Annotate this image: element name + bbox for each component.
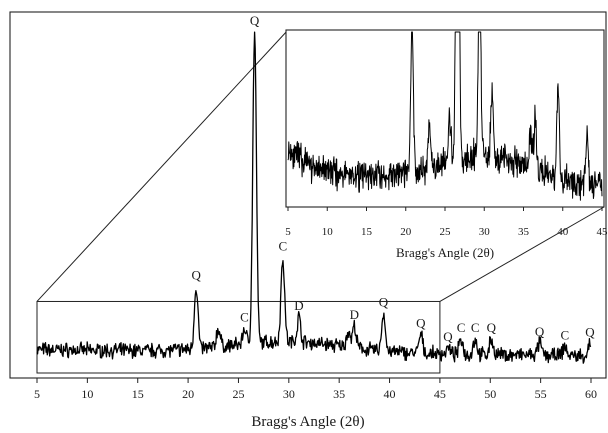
main-x-tick-label: 35 — [333, 387, 345, 401]
peak-label: D — [350, 307, 359, 322]
peak-label: C — [278, 239, 287, 254]
peak-label: Q — [487, 320, 497, 335]
main-x-tick-label: 40 — [384, 387, 396, 401]
inset-x-tick-label: 20 — [400, 226, 412, 238]
inset-x-tick-label: 5 — [285, 226, 291, 238]
inset-x-tick-label: 15 — [361, 226, 373, 238]
peak-label: Q — [535, 324, 545, 339]
main-x-axis-title: Bragg's Angle (2θ) — [251, 414, 364, 430]
zoom-region-box — [36, 300, 441, 374]
peak-label: Q — [443, 329, 453, 344]
main-x-tick-label: 15 — [132, 387, 144, 401]
inset-x-tick-labels: 5 10 15 20 25 30 35 40 45 — [285, 226, 608, 238]
main-x-tick-label: 50 — [484, 387, 496, 401]
main-x-tick-label: 5 — [34, 387, 40, 401]
peak-label: D — [294, 298, 303, 313]
main-x-tick-label: 20 — [182, 387, 194, 401]
main-x-tick-label: 60 — [585, 387, 597, 401]
inset-x-tick-label: 35 — [518, 226, 530, 238]
inset-x-axis-title: Bragg's Angle (2θ) — [396, 245, 494, 260]
peak-label: C — [560, 327, 569, 342]
main-x-ticks — [36, 378, 592, 383]
inset-diffraction-series — [287, 31, 603, 201]
peak-label: C — [240, 310, 249, 325]
main-x-tick-label: 10 — [81, 387, 93, 401]
peak-label: C — [457, 320, 466, 335]
inset-x-tick-label: 30 — [479, 226, 491, 238]
inset-x-tick-label: 40 — [557, 226, 569, 238]
inset-x-tick-label: 25 — [440, 226, 452, 238]
main-x-tick-label: 45 — [434, 387, 446, 401]
inset-x-tick-label: 10 — [322, 226, 334, 238]
peak-label: Q — [250, 13, 260, 28]
peak-label: C — [471, 320, 480, 335]
main-x-tick-label: 30 — [283, 387, 295, 401]
main-x-tick-label: 25 — [232, 387, 244, 401]
peak-label: Q — [379, 295, 389, 310]
zoom-connector-left — [36, 29, 289, 302]
peak-label: Q — [191, 268, 201, 283]
main-x-tick-label: 55 — [535, 387, 547, 401]
main-plot-frame — [9, 11, 607, 379]
zoom-connector-right — [439, 206, 605, 302]
peak-label: Q — [416, 316, 426, 331]
inset-x-tick-label: 45 — [597, 226, 608, 238]
main-x-tick-labels: 5 10 15 20 25 30 35 40 45 50 55 60 — [34, 387, 597, 401]
peak-label: Q — [585, 324, 595, 339]
inset-x-ticks — [287, 207, 603, 211]
main-diffraction-series — [36, 31, 592, 364]
inset-chart: 5 10 15 20 25 30 35 40 45 Bragg's Angle (2θ) — [285, 29, 608, 260]
